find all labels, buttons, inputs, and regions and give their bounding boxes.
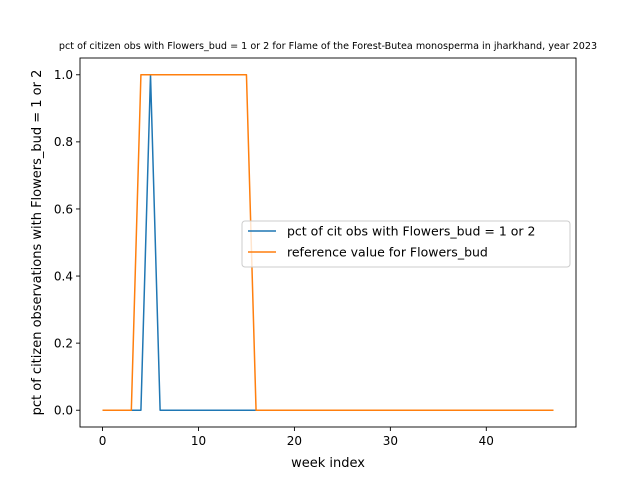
legend: pct of cit obs with Flowers_bud = 1 or 2… [241, 220, 571, 268]
legend-box [241, 220, 571, 268]
plot-frame [79, 57, 577, 428]
y-tick-label: 0.8 [54, 135, 73, 149]
legend-label-cit-obs: pct of cit obs with Flowers_bud = 1 or 2 [287, 224, 535, 239]
series-line-1 [102, 74, 554, 411]
x-axis-ticks: 0 10 20 30 40 [99, 427, 494, 448]
y-tick-label: 0.2 [54, 336, 73, 350]
x-tick-label: 10 [191, 434, 206, 448]
y-tick-label: 0.6 [54, 202, 73, 216]
x-tick-label: 40 [479, 434, 494, 448]
y-axis-ticks: 0.0 0.2 0.4 0.6 0.8 1.0 [54, 68, 80, 418]
y-axis-label: pct of citizen observations with Flowers… [30, 70, 45, 416]
chart-title: pct of citizen obs with Flowers_bud = 1 … [59, 41, 597, 52]
x-axis-label: week index [291, 456, 365, 471]
x-tick-label: 30 [383, 434, 398, 448]
legend-label-reference: reference value for Flowers_bud [287, 245, 488, 260]
y-tick-label: 0.4 [54, 269, 73, 283]
y-tick-label: 1.0 [54, 68, 73, 82]
x-tick-label: 20 [287, 434, 302, 448]
x-tick-label: 0 [99, 434, 107, 448]
y-tick-label: 0.0 [54, 404, 73, 418]
series-lines [102, 74, 554, 411]
